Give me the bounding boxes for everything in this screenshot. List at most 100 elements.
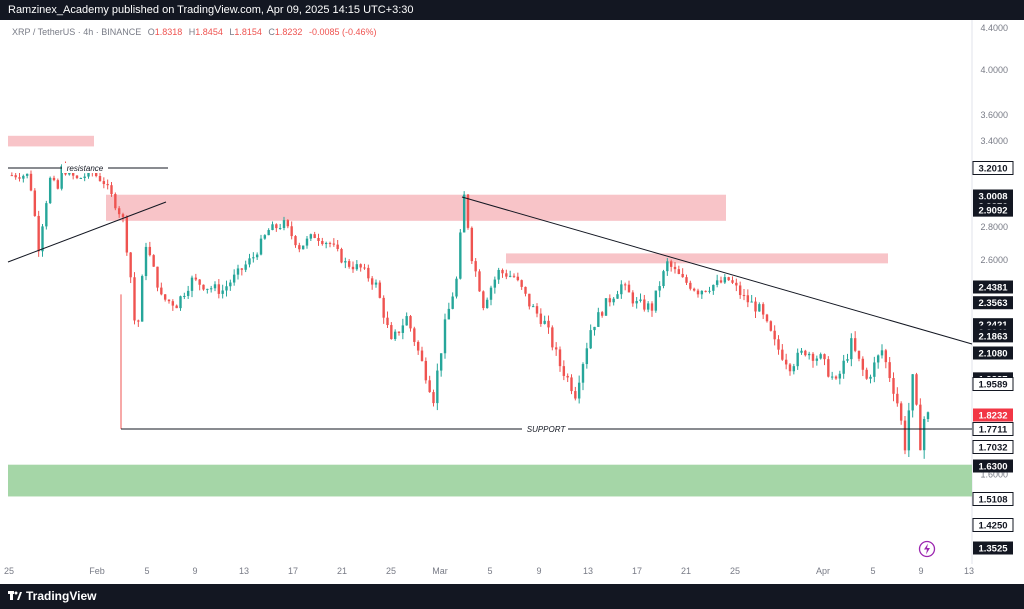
candle-body xyxy=(401,325,405,333)
price-label: 1.7711 xyxy=(979,425,1008,436)
time-tick: 5 xyxy=(144,566,149,576)
price-label: 2.1863 xyxy=(978,331,1007,342)
low-label: L xyxy=(229,27,235,37)
footer-brand: TradingView xyxy=(26,589,97,603)
candle-body xyxy=(685,277,688,283)
price-label: 2.1080 xyxy=(978,349,1007,360)
red-zone-top-left xyxy=(8,135,94,147)
candle-body xyxy=(474,261,477,272)
candle-body xyxy=(25,173,29,176)
price-label-box xyxy=(972,440,1014,454)
close-label: C xyxy=(268,27,275,37)
candle-body xyxy=(581,364,585,383)
candle-body xyxy=(482,291,485,309)
candle-body xyxy=(301,245,305,250)
candle-body xyxy=(915,374,918,405)
candle-body xyxy=(696,290,700,295)
candle-body xyxy=(451,296,454,309)
publisher-bar: Ramzinex_Academy published on TradingVie… xyxy=(0,0,1024,20)
candle-body xyxy=(554,347,558,350)
candle-body xyxy=(271,224,274,231)
price-tick: 3.6000 xyxy=(980,110,1008,120)
candle-body xyxy=(819,354,822,359)
candle-body xyxy=(919,404,922,451)
price-tick: 2.8000 xyxy=(980,222,1008,232)
support-label-bg xyxy=(522,424,568,434)
candle-body xyxy=(922,419,926,451)
candle-body xyxy=(562,366,566,376)
candle-body xyxy=(278,227,282,229)
candle-body xyxy=(194,277,198,280)
candle-body xyxy=(244,264,247,270)
lightning-icon[interactable] xyxy=(918,540,936,558)
price-label: 2.4381 xyxy=(978,283,1008,294)
candle-body xyxy=(275,224,278,229)
candle-body xyxy=(267,230,270,236)
candle-body xyxy=(715,280,719,285)
candle-body xyxy=(593,326,596,331)
candle-body xyxy=(738,285,742,296)
candle-body xyxy=(823,354,826,360)
candle-body xyxy=(125,217,129,253)
candle-body xyxy=(834,376,838,379)
candle-body xyxy=(627,284,631,293)
price-label-box xyxy=(972,422,1014,436)
resistance-label: resistance xyxy=(67,164,104,173)
candle-body xyxy=(807,353,811,356)
candle-body xyxy=(574,391,577,399)
candle-body xyxy=(489,287,493,300)
candle-body xyxy=(248,258,251,265)
candle-body xyxy=(876,355,880,363)
candle-body xyxy=(804,350,807,356)
time-tick: 17 xyxy=(632,566,642,576)
candle-body xyxy=(742,295,746,297)
candle-body xyxy=(646,303,650,310)
candle-body xyxy=(213,284,217,289)
red-zone-main xyxy=(106,194,726,221)
candle-body xyxy=(528,293,531,307)
candles xyxy=(10,161,930,459)
publisher-text: Ramzinex_Academy published on TradingVie… xyxy=(8,4,414,16)
candle-body xyxy=(516,276,520,281)
time-tick: 17 xyxy=(288,566,298,576)
candle-body xyxy=(252,257,255,259)
price-chart[interactable]: resistance SUPPORT 4.4000 4.0000 3.6000 3.400… xyxy=(0,20,1024,584)
candle-body xyxy=(298,245,301,250)
candle-body xyxy=(551,327,554,348)
candle-body xyxy=(543,320,546,324)
candle-body xyxy=(462,194,466,233)
candle-body xyxy=(566,375,569,378)
candle-body xyxy=(355,264,359,270)
rising-trendline xyxy=(7,201,167,263)
candle-body xyxy=(746,295,750,303)
candle-body xyxy=(827,359,830,377)
candle-body xyxy=(731,280,734,283)
candle-body xyxy=(416,341,420,351)
price-label-box xyxy=(973,296,1013,310)
candle-body xyxy=(282,220,286,228)
candle-body xyxy=(18,177,21,179)
candle-body xyxy=(704,290,707,292)
candle-body xyxy=(52,177,56,181)
candle-body xyxy=(240,268,244,270)
candle-body xyxy=(788,364,792,372)
candle-body xyxy=(758,304,761,312)
candle-body xyxy=(102,181,106,185)
candle-body xyxy=(160,287,163,295)
candle-body xyxy=(639,299,642,301)
candle-body xyxy=(367,267,370,279)
candle-body xyxy=(167,299,171,302)
price-label-box xyxy=(973,541,1013,555)
candle-body xyxy=(505,273,508,277)
candle-body xyxy=(577,382,581,399)
candle-body xyxy=(631,292,635,304)
candle-body xyxy=(328,242,332,244)
candle-body xyxy=(470,227,474,262)
price-label: 1.3525 xyxy=(978,544,1008,555)
time-tick: Mar xyxy=(432,566,448,576)
candle-body xyxy=(539,313,543,324)
time-tick: 13 xyxy=(964,566,974,576)
candle-body xyxy=(209,288,213,290)
candle-body xyxy=(857,350,861,359)
price-label: 2.3563 xyxy=(978,298,1007,309)
